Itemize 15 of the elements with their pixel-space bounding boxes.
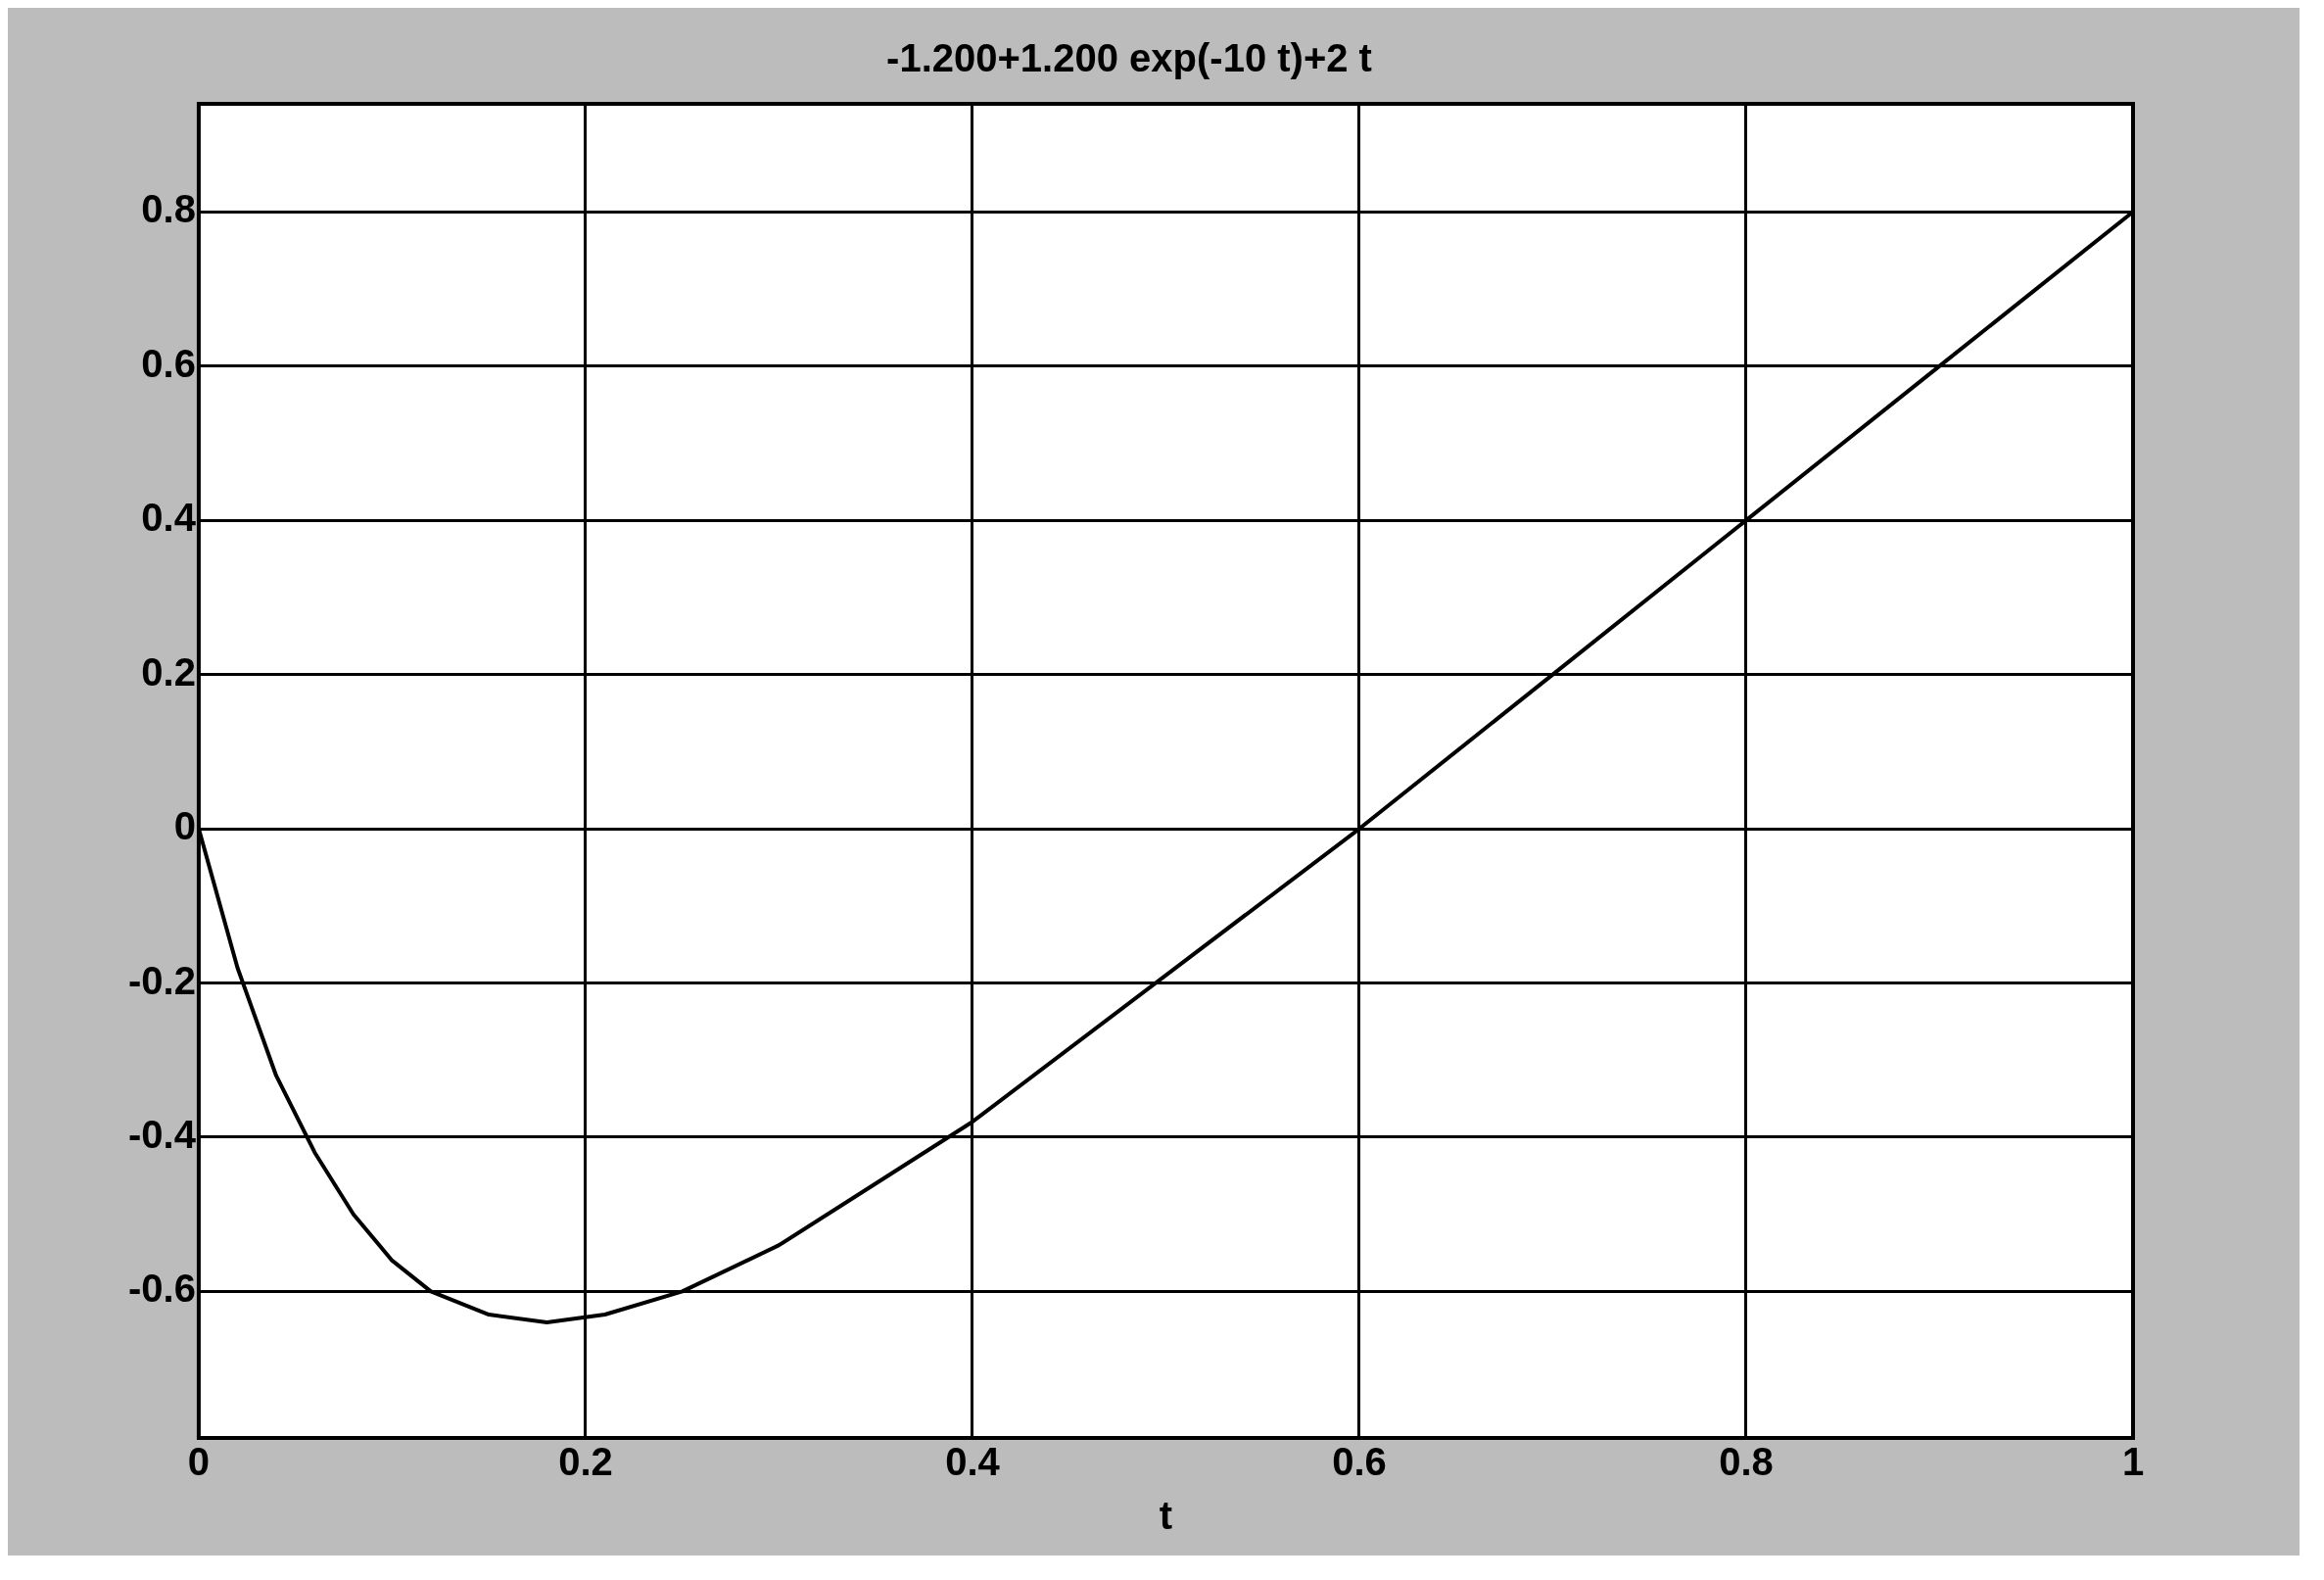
y-tick-label: 0.6 [141,341,196,385]
x-tick-label: 0.2 [558,1440,613,1484]
chart-title: -1.200+1.200 exp(-10 t)+2 t [886,36,1372,80]
x-tick-label: 0.4 [945,1440,1001,1484]
x-tick-label: 1 [2121,1440,2145,1484]
y-tick-label: -0.4 [127,1112,197,1156]
y-tick-label: -0.6 [127,1267,196,1311]
y-tick-label: -0.2 [127,958,196,1002]
y-tick-label: 0.2 [141,649,196,694]
x-tick-label: 0.6 [1332,1440,1387,1484]
x-tick-label: 0.8 [1719,1440,1774,1484]
y-tick-label: 0.4 [141,496,197,540]
y-tick-label: 0.8 [141,187,196,231]
y-tick-label: 0 [173,804,196,848]
x-axis-title: t [1159,1494,1173,1538]
